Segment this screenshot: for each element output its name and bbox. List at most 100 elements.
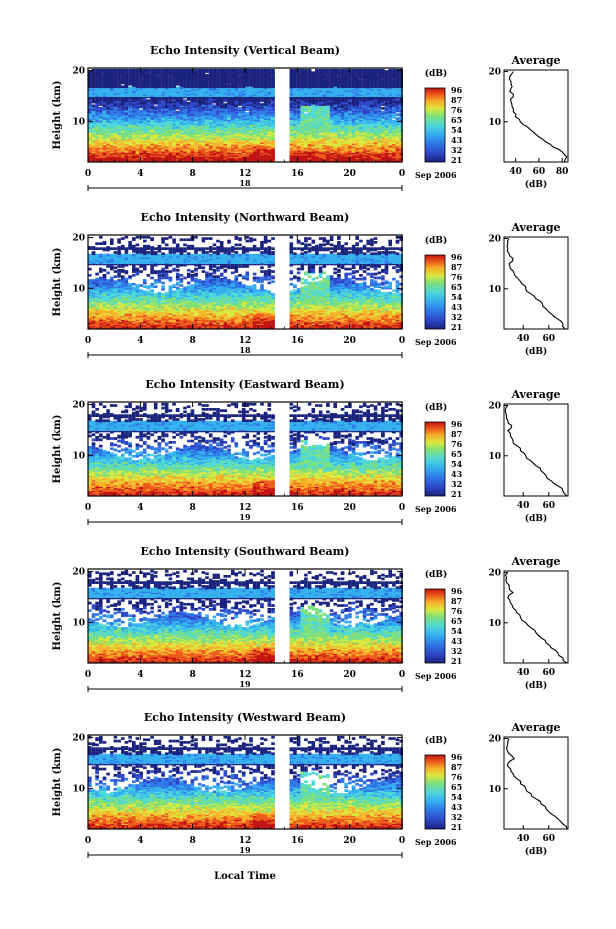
heatmap-cell — [91, 104, 96, 108]
heatmap-cell — [172, 115, 176, 119]
heatmap-cell — [381, 118, 385, 122]
heatmap-cell — [121, 101, 125, 105]
heatmap-cell — [260, 110, 264, 114]
heatmap-cell — [117, 108, 121, 111]
heatmap-cell — [161, 85, 165, 89]
heatmap-cell — [399, 124, 403, 128]
heatmap-cell — [157, 112, 162, 115]
heatmap-cells — [88, 68, 403, 162]
heatmap-cell — [208, 82, 213, 86]
heatmap-cell — [88, 115, 92, 119]
heatmap-cell — [91, 99, 96, 103]
heatmap-cell — [102, 113, 107, 117]
heatmap-cell — [271, 100, 275, 104]
heatmap-cell — [223, 110, 228, 114]
heatmap-cell — [399, 113, 403, 117]
heatmap-cell — [168, 112, 173, 115]
heatmap-cell — [183, 110, 187, 114]
heatmap-cell — [128, 107, 132, 110]
heatmap-cell — [245, 112, 250, 115]
heatmap-cell — [102, 110, 107, 114]
heatmap-cell — [179, 86, 184, 90]
heatmap-cell — [161, 100, 165, 104]
heatmap-cell — [183, 118, 187, 122]
heatmap-cell — [260, 103, 264, 106]
heatmap-cell — [201, 115, 206, 119]
heatmap-cell — [362, 80, 367, 83]
heatmap-cell — [168, 121, 173, 124]
heatmap-cell — [315, 105, 319, 109]
heatmap-cell — [333, 104, 337, 108]
heatmap-cell — [117, 98, 121, 101]
heatmap-cell — [399, 109, 403, 113]
heatmap-cell — [172, 100, 176, 104]
heatmap-cell — [384, 114, 389, 118]
heatmap-cell — [370, 85, 374, 89]
heatmap-cell — [318, 101, 323, 105]
heatmap-cell — [124, 107, 129, 110]
heatmap-cell — [157, 109, 162, 113]
heatmap-cell — [88, 118, 92, 122]
heatmap-cell — [124, 112, 129, 115]
heatmap-cell — [175, 86, 180, 90]
heatmap-cell — [99, 107, 103, 110]
heatmap-cell — [208, 112, 213, 115]
heatmap-cell — [135, 104, 140, 108]
heatmap-cell — [326, 105, 330, 109]
heatmap-cell — [102, 101, 107, 105]
heatmap-cell — [293, 123, 297, 127]
heatmap-cell — [143, 98, 147, 101]
heatmap-cell — [146, 115, 151, 119]
heatmap-cell — [245, 108, 250, 111]
heatmap-cell — [348, 99, 352, 103]
heatmap-cell — [146, 99, 151, 103]
heatmap-cell — [168, 98, 173, 101]
heatmap-cell — [300, 121, 305, 124]
heatmap-cell — [219, 105, 224, 109]
heatmap-cell — [168, 80, 173, 83]
heatmap-cell — [88, 110, 92, 114]
heatmap-cell — [395, 113, 400, 117]
heatmap-cell — [296, 115, 301, 119]
heatmap-cell — [175, 98, 180, 101]
heatmap-cell — [395, 105, 400, 109]
heatmap-cell — [293, 113, 297, 117]
heatmap-cell — [392, 108, 396, 111]
heatmap-cell — [168, 100, 173, 104]
heatmap-cell — [329, 113, 334, 117]
heatmap-cell — [329, 82, 334, 86]
heatmap-cell — [362, 98, 367, 101]
heatmap-cell — [241, 98, 246, 101]
heatmap-cell — [190, 104, 195, 108]
heatmap-cell — [395, 117, 400, 120]
heatmap-cell — [194, 117, 198, 120]
heatmap-cell — [132, 99, 136, 103]
heatmap-cell — [326, 108, 330, 111]
heatmap-cell — [381, 107, 385, 110]
heatmap-cell — [179, 115, 184, 119]
heatmap-cell — [139, 109, 143, 113]
heatmap-cell — [91, 110, 96, 114]
heatmap-cell — [296, 108, 301, 111]
heatmap-cell — [395, 98, 400, 101]
heatmap-cell — [348, 110, 352, 114]
heatmap-cell — [238, 107, 242, 110]
heatmap-cell — [201, 99, 206, 103]
heatmap-cell — [172, 104, 176, 108]
heatmap-cell — [256, 98, 261, 101]
heatmap-cell — [271, 119, 275, 123]
heatmap-cell — [359, 105, 363, 109]
heatmap-cell — [366, 103, 370, 106]
heatmap-cell — [197, 114, 202, 118]
heatmap-cell — [311, 118, 316, 122]
heatmap-cell — [241, 108, 246, 111]
heatmap-cell — [384, 119, 389, 123]
heatmap-cell — [296, 105, 301, 109]
heatmap-cell — [362, 105, 367, 109]
heatmap-cell — [102, 99, 107, 103]
heatmap-cell — [110, 104, 114, 108]
heatmap-cell — [340, 108, 345, 111]
heatmap-cell — [128, 86, 132, 90]
heatmap-cell — [329, 98, 334, 101]
